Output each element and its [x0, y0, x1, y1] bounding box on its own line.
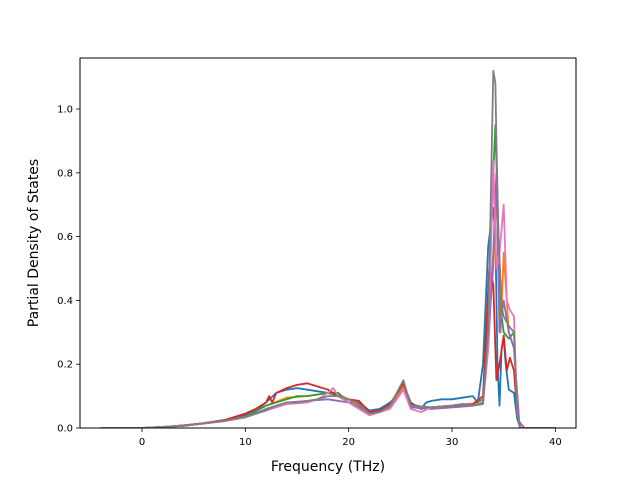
x-axis-label: Frequency (THz) [271, 459, 385, 475]
series-line-6 [100, 69, 556, 428]
x-axis-ticks: 0 10 20 30 40 [139, 428, 562, 448]
y-tick-label: 0.0 [57, 424, 73, 435]
x-tick-label: 20 [342, 437, 355, 448]
y-axis-ticks: 0.0 0.2 0.4 0.6 0.8 1.0 [57, 105, 80, 435]
y-tick-label: 0.4 [57, 296, 73, 307]
series-line-5 [100, 159, 556, 428]
y-tick-label: 1.0 [57, 105, 73, 116]
series-layer [100, 69, 556, 428]
x-tick-label: 30 [446, 437, 459, 448]
y-axis-label: Partial Density of States [26, 159, 42, 327]
x-tick-label: 40 [549, 437, 562, 448]
y-tick-label: 0.6 [57, 232, 73, 243]
x-tick-label: 0 [139, 437, 145, 448]
plot-frame [79, 57, 577, 429]
y-tick-label: 0.2 [57, 360, 73, 371]
x-tick-label: 10 [239, 437, 252, 448]
y-tick-label: 0.8 [57, 168, 73, 179]
series-line-3 [100, 267, 556, 428]
